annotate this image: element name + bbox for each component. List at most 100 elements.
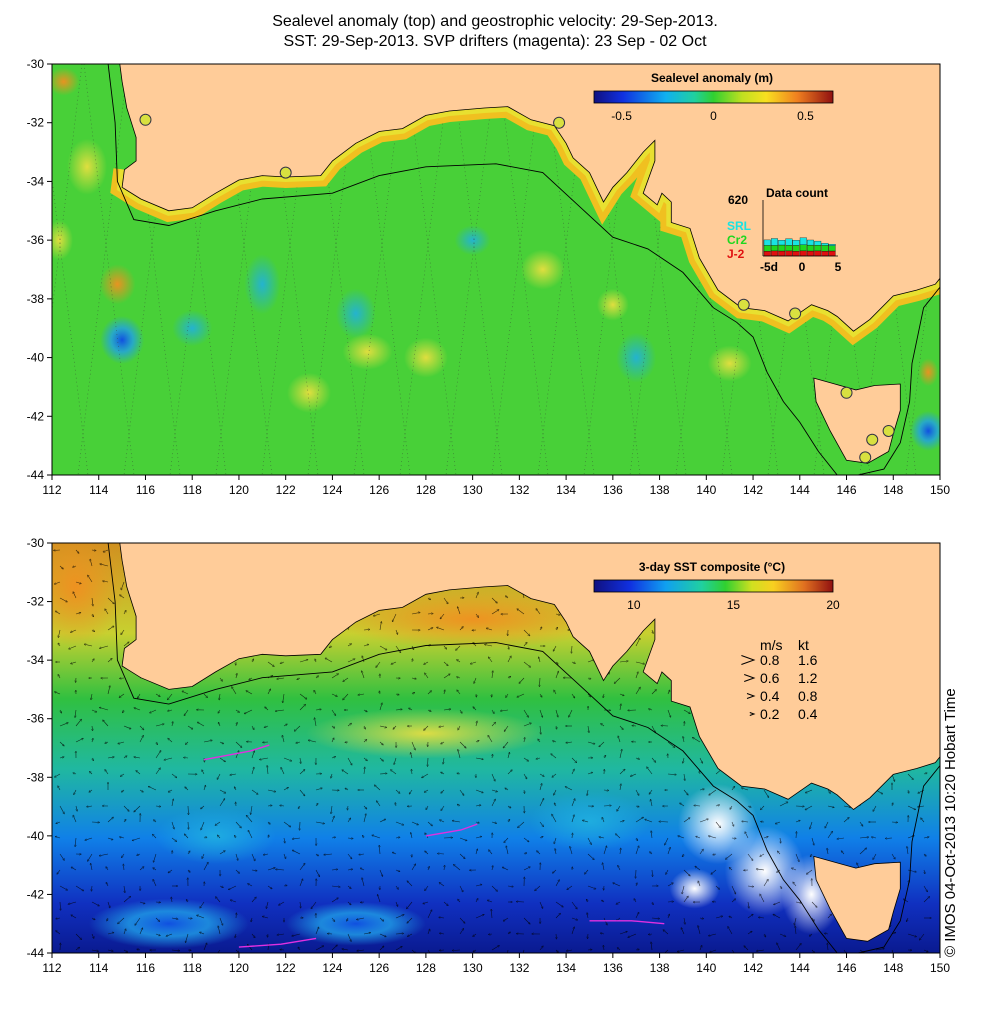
- velocity-vector: [763, 879, 768, 887]
- velocity-vector: [683, 737, 684, 743]
- velocity-vector: [491, 773, 495, 781]
- velocity-vector: [553, 869, 557, 873]
- velocity-vector: [539, 773, 544, 776]
- velocity-vector: [55, 611, 61, 615]
- velocity-legend-arrow: [746, 693, 756, 699]
- velocity-vector: [391, 770, 397, 775]
- sla-feature: [67, 138, 108, 195]
- velocity-vector: [275, 709, 285, 711]
- velocity-vector: [325, 658, 333, 663]
- velocity-vector: [155, 806, 161, 807]
- velocity-legend-arrow: [741, 655, 756, 665]
- velocity-vector: [459, 885, 463, 892]
- velocity-vector: [692, 737, 701, 743]
- velocity-vector: [331, 757, 336, 758]
- velocity-vector: [488, 735, 493, 743]
- velocity-vector: [507, 656, 511, 663]
- velocity-vector: [571, 662, 575, 663]
- velocity-vector: [342, 949, 349, 950]
- velocity-vector: [331, 869, 338, 870]
- velocity-vector: [489, 850, 493, 855]
- velocity-vector: [698, 926, 701, 935]
- velocity-vector: [715, 805, 720, 806]
- velocity-vector: [652, 629, 653, 634]
- velocity-vector: [619, 769, 625, 775]
- velocity-vector: [71, 629, 77, 632]
- velocity-vector: [422, 773, 429, 778]
- velocity-vector: [794, 917, 797, 925]
- velocity-vector: [571, 769, 574, 775]
- velocity-vector: [228, 885, 237, 890]
- velocity-vector: [363, 933, 371, 935]
- velocity-vector: [59, 723, 68, 727]
- velocity-vector: [587, 789, 588, 796]
- velocity-vector: [502, 867, 509, 871]
- velocity-vector: [294, 725, 301, 731]
- velocity-vector: [343, 677, 349, 682]
- velocity-vector: [329, 646, 333, 648]
- velocity-vector: [645, 819, 653, 823]
- velocity-vector: [636, 837, 638, 841]
- velocity-vector: [107, 950, 113, 951]
- tide-gauge-marker: [789, 307, 802, 320]
- top-lat-ticks: -30 -32 -34 -36 -38 -40 -42 -44: [27, 57, 52, 482]
- velocity-vector: [391, 661, 397, 664]
- velocity-vector: [246, 691, 253, 695]
- velocity-vector: [69, 645, 77, 649]
- velocity-vector: [667, 883, 673, 887]
- tide-gauge-marker: [737, 298, 750, 311]
- velocity-vector: [666, 869, 669, 874]
- velocity-vector: [440, 820, 445, 823]
- australia-land-sst: [52, 543, 940, 811]
- velocity-vector: [695, 866, 701, 871]
- velocity-vector: [588, 725, 589, 733]
- velocity-vector: [441, 741, 445, 744]
- velocity-vector: [748, 901, 749, 908]
- sst-feature: [88, 898, 249, 949]
- velocity-vector: [457, 660, 461, 663]
- velocity-vector: [649, 709, 653, 710]
- velocity-vector: [347, 901, 351, 905]
- lon-tick-label: 132: [509, 483, 529, 497]
- velocity-vector: [552, 814, 557, 823]
- velocity-vector: [425, 673, 429, 679]
- lon-tick-label: 126: [369, 961, 389, 975]
- velocity-vector: [523, 773, 527, 779]
- velocity-vector: [457, 804, 461, 806]
- velocity-vector: [709, 789, 717, 795]
- velocity-vector: [519, 677, 525, 683]
- velocity-vector: [267, 821, 270, 824]
- velocity-vector: [148, 786, 157, 791]
- bottom-lon-ticks: 112 114 116 118 120 122 124 126 128 130 132 134 136 1…: [42, 953, 950, 975]
- velocity-vector: [203, 693, 207, 698]
- velocity-vector: [58, 643, 61, 647]
- tide-gauge-marker: [279, 166, 292, 179]
- velocity-vector: [138, 693, 141, 698]
- sst-feature: [155, 807, 276, 864]
- velocity-vector: [186, 900, 188, 903]
- velocity-vector: [539, 798, 544, 807]
- velocity-vector: [251, 933, 255, 938]
- velocity-vector: [760, 894, 765, 903]
- velocity-vector: [566, 950, 573, 951]
- velocity-vector: [75, 613, 81, 614]
- velocity-vector: [379, 703, 382, 711]
- velocity-vector: [587, 693, 591, 697]
- tide-gauge-marker: [840, 386, 853, 399]
- velocity-vector: [263, 854, 269, 855]
- velocity-vector: [619, 821, 624, 822]
- velocity-vector: [379, 845, 380, 855]
- sla-feature: [335, 288, 376, 339]
- velocity-vector: [298, 805, 300, 809]
- velocity-vector: [668, 914, 669, 919]
- velocity-vector: [827, 805, 834, 807]
- velocity-vector: [152, 834, 157, 839]
- velocity-vector: [491, 709, 494, 714]
- velocity-vector: [711, 869, 717, 874]
- velocity-vector: [427, 910, 432, 919]
- velocity-vector: [571, 799, 575, 807]
- sealevel-anomaly-map: 112 114 116 118 120 122 124 126 128 130 132 134 136 1…: [27, 57, 951, 497]
- velocity-vector: [292, 933, 301, 936]
- velocity-vector: [92, 725, 93, 731]
- velocity-vector: [456, 645, 461, 650]
